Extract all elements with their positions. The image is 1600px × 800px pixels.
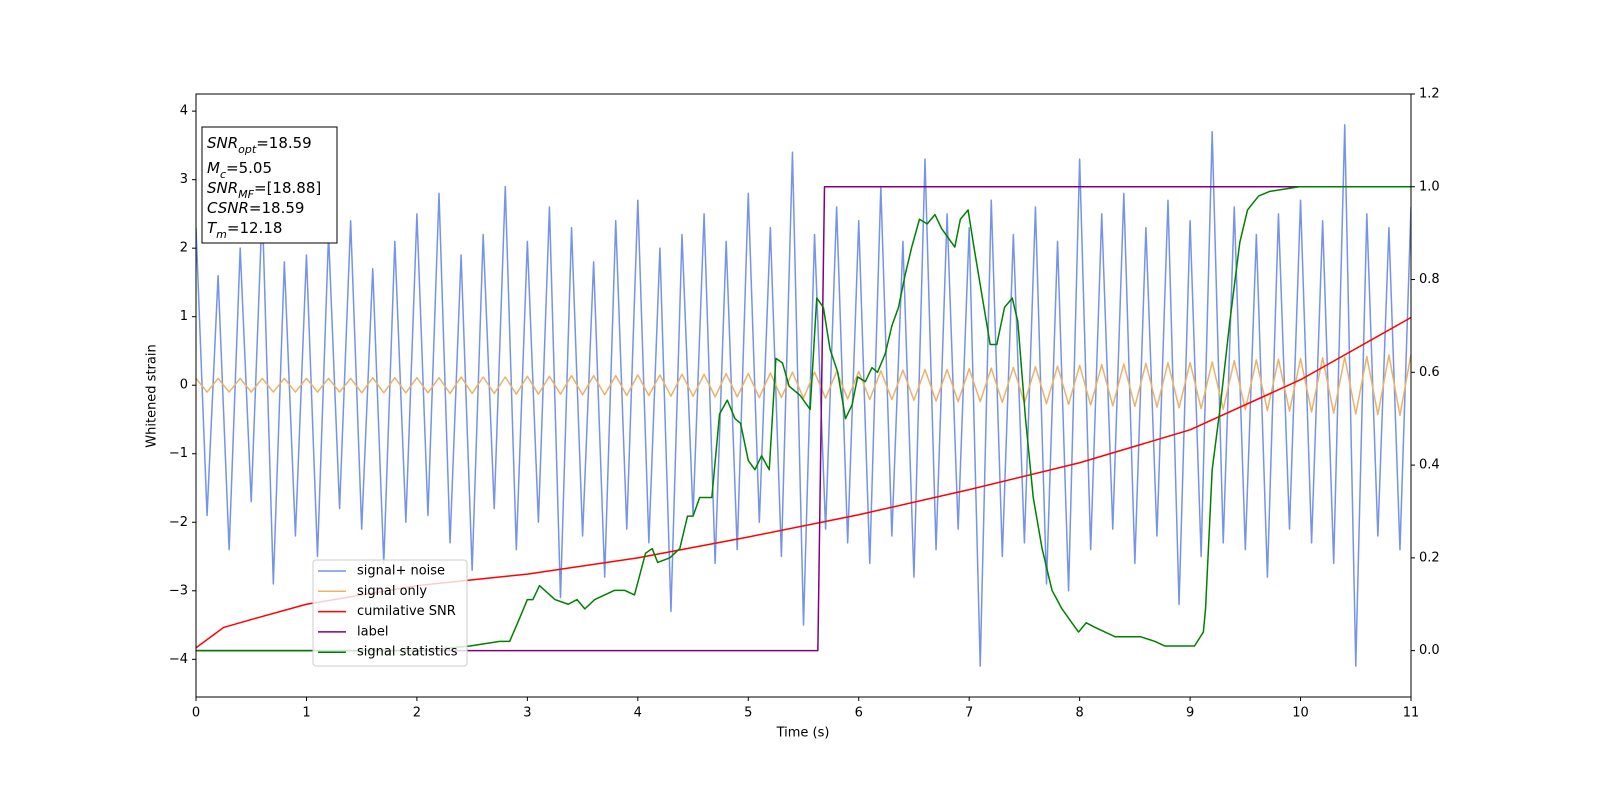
y2-tick-label: 0.4 [1419, 458, 1440, 473]
annotation-text: =18.59 [249, 199, 305, 217]
annotation-subscript: MF [238, 188, 254, 201]
annotation-subscript: m [216, 228, 227, 241]
y-tick-label: −3 [169, 583, 188, 598]
annotation: Tm=12.18 [207, 219, 282, 241]
series-line [196, 316, 1411, 649]
legend-label: signal statistics [357, 645, 458, 660]
y-tick-label: −1 [169, 446, 188, 461]
annotation-symbol: CSNR [207, 199, 249, 217]
x-tick-label: 0 [192, 706, 200, 721]
y2-tick-label: 0.0 [1419, 643, 1440, 658]
annotation-symbol: SNR [207, 179, 238, 197]
axes-frame [195, 93, 1412, 698]
y-tick-label: 0 [180, 378, 188, 393]
annotation-symbol: M [207, 159, 220, 177]
annotation: Mc=5.05 [207, 159, 272, 181]
x-tick-label: 6 [855, 706, 863, 721]
series-line [196, 186, 1411, 652]
annotation-text: =12.18 [227, 219, 283, 237]
y2-tick-label: 0.2 [1419, 550, 1440, 565]
y-tick-label: 4 [180, 104, 188, 119]
annotation-subscript: c [220, 168, 226, 181]
legend-label: signal+ noise [357, 564, 445, 579]
x-axis-label: Time (s) [776, 726, 830, 741]
series-line [196, 186, 1411, 652]
annotation: SNRopt=18.59 [207, 134, 312, 156]
y-tick-label: 3 [180, 172, 188, 187]
annotation-text: =18.59 [256, 134, 312, 152]
x-tick-label: 1 [302, 706, 310, 721]
y2-tick-label: 1.2 [1419, 87, 1440, 102]
x-tick-label: 9 [1186, 706, 1194, 721]
annotation-symbol: SNR [207, 134, 238, 152]
series-line [196, 354, 1411, 417]
y-tick-label: 1 [180, 309, 188, 324]
x-tick-label: 3 [523, 706, 531, 721]
legend-label: signal only [357, 584, 427, 599]
annotation-symbol: T [207, 219, 218, 237]
y2-tick-label: 0.6 [1419, 365, 1440, 380]
x-tick-label: 11 [1403, 706, 1420, 721]
x-tick-label: 10 [1292, 706, 1309, 721]
x-tick-label: 4 [634, 706, 642, 721]
x-tick-label: 7 [965, 706, 973, 721]
annotation: CSNR=18.59 [207, 199, 304, 217]
legend-label: label [357, 624, 388, 639]
annotation-box [201, 126, 338, 244]
y-tick-label: 2 [180, 241, 188, 256]
annotation-text: =5.05 [226, 159, 272, 177]
plot-area [196, 124, 1411, 667]
annotation-text: =[18.88] [254, 179, 321, 197]
y-axis-label: Whitened strain [145, 344, 160, 447]
y-tick-label: −2 [169, 515, 188, 530]
annotation: SNRMF=[18.88] [207, 179, 321, 201]
x-tick-label: 5 [744, 706, 752, 721]
series-line [196, 124, 1411, 667]
y-tick-label: −4 [169, 652, 188, 667]
x-tick-label: 2 [413, 706, 421, 721]
annotation-subscript: opt [238, 143, 257, 156]
y2-tick-label: 0.8 [1419, 272, 1440, 287]
legend [312, 559, 468, 667]
legend-label: cumilative SNR [357, 604, 456, 619]
y2-tick-label: 1.0 [1419, 179, 1440, 194]
x-tick-label: 8 [1075, 706, 1083, 721]
